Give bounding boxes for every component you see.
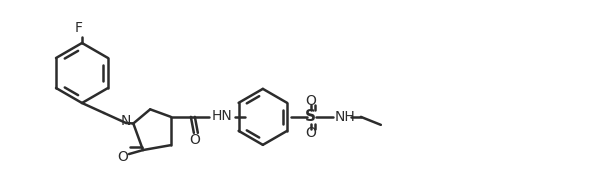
Text: O: O <box>117 150 129 164</box>
Text: N: N <box>120 114 130 129</box>
Text: HN: HN <box>212 109 232 123</box>
Text: O: O <box>306 94 316 108</box>
Text: NH: NH <box>335 110 356 124</box>
Text: S: S <box>306 109 316 124</box>
Text: F: F <box>75 21 83 35</box>
Text: O: O <box>189 133 200 147</box>
Text: O: O <box>306 126 316 140</box>
